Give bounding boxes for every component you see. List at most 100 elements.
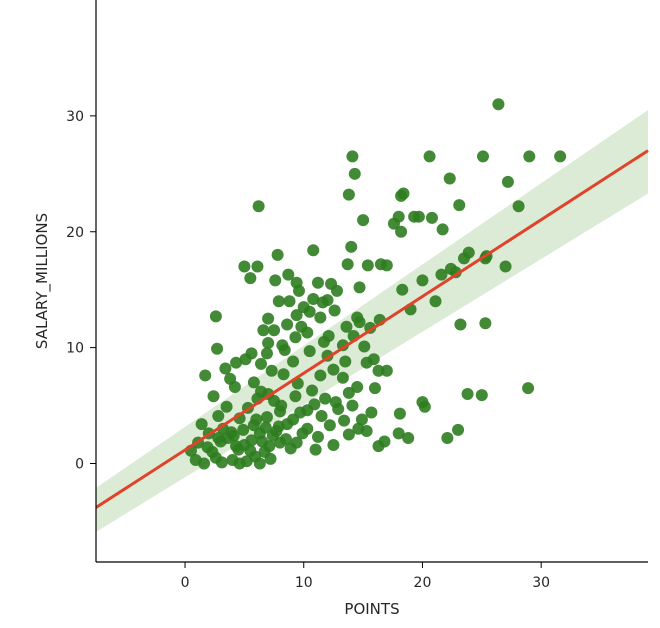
data-point (292, 284, 305, 297)
data-point (283, 295, 296, 308)
data-point (265, 364, 278, 377)
y-ticks: 0 10 20 30 (66, 109, 96, 473)
data-point (287, 355, 300, 368)
data-point (357, 214, 370, 227)
data-point (247, 376, 260, 389)
data-point (372, 364, 385, 377)
data-point (244, 444, 257, 457)
data-point (475, 389, 488, 402)
data-point (454, 318, 467, 331)
data-point (198, 457, 211, 470)
data-point (307, 292, 320, 305)
data-point (289, 331, 302, 344)
data-point (319, 392, 332, 405)
data-point (277, 368, 290, 381)
data-point (289, 390, 302, 403)
data-point (307, 244, 320, 257)
confidence-band-layer (96, 110, 648, 532)
data-point (253, 457, 266, 470)
data-point (316, 296, 329, 309)
data-point (479, 317, 492, 330)
data-point (425, 211, 438, 224)
data-point (270, 425, 283, 438)
data-point (278, 343, 291, 356)
data-point (367, 353, 380, 366)
data-point (260, 411, 273, 424)
data-point (396, 283, 409, 296)
data-point (245, 434, 258, 447)
data-point (328, 304, 341, 317)
data-point (492, 98, 505, 111)
data-point (209, 310, 222, 323)
data-point (342, 188, 355, 201)
data-point (262, 312, 275, 325)
data-point (281, 418, 294, 431)
data-point (395, 225, 408, 238)
data-point (340, 320, 353, 333)
data-point (392, 427, 405, 440)
data-point (282, 268, 295, 281)
data-point (429, 295, 442, 308)
data-point (453, 199, 466, 212)
data-point (443, 172, 456, 185)
data-point (272, 295, 285, 308)
data-point (327, 363, 340, 376)
data-point (275, 399, 288, 412)
data-point (554, 150, 567, 163)
data-point (348, 167, 361, 180)
data-point (220, 400, 233, 413)
data-point (309, 443, 322, 456)
data-point (259, 421, 272, 434)
data-point (230, 356, 243, 369)
data-point (342, 428, 355, 441)
data-point (301, 326, 314, 339)
data-point (345, 240, 358, 253)
data-point (339, 355, 352, 368)
data-point (308, 398, 321, 411)
data-point (306, 384, 319, 397)
data-point (256, 435, 269, 448)
data-point (365, 406, 378, 419)
data-point (303, 345, 316, 358)
data-point (199, 369, 212, 382)
data-point (353, 316, 366, 329)
data-point (353, 281, 366, 294)
x-axis-label: POINTS (344, 600, 399, 618)
data-point (452, 423, 465, 436)
x-tick-label: 30 (532, 575, 550, 591)
points-layer (184, 98, 567, 470)
data-point (219, 362, 232, 375)
data-point (346, 150, 359, 163)
x-ticks: 0 10 20 30 (181, 562, 550, 591)
regression-line-layer (95, 149, 649, 509)
data-point (311, 276, 324, 289)
data-point (461, 387, 474, 400)
data-point (281, 318, 294, 331)
data-point (355, 413, 368, 426)
data-point (252, 200, 265, 213)
data-point (195, 418, 208, 431)
data-point (244, 272, 257, 285)
data-point (228, 381, 241, 394)
data-point (368, 382, 381, 395)
data-point (416, 274, 429, 287)
data-point (317, 335, 330, 348)
data-point (397, 187, 410, 200)
data-point (314, 369, 327, 382)
data-point (255, 357, 268, 370)
data-point (522, 382, 535, 395)
data-point (294, 406, 307, 419)
data-point (212, 432, 225, 445)
data-point (274, 436, 286, 449)
data-point (257, 324, 270, 337)
data-point (225, 426, 238, 439)
data-point (237, 423, 250, 436)
data-point (351, 381, 364, 394)
data-point (314, 311, 327, 324)
data-point (262, 336, 275, 349)
data-point (330, 284, 343, 297)
data-point (380, 364, 393, 377)
data-point (361, 259, 374, 272)
data-point (346, 399, 359, 412)
